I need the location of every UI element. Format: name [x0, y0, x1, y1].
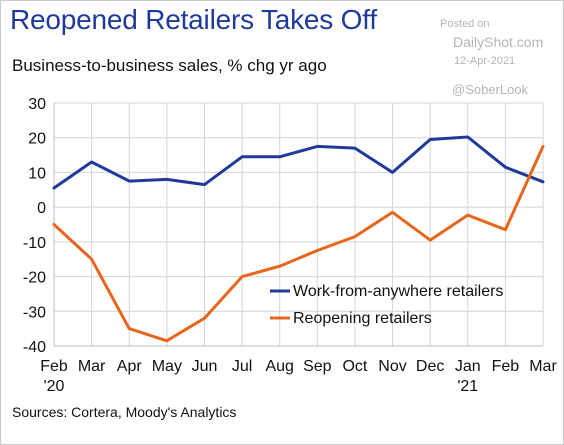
x-tick-label: Jan [455, 358, 481, 375]
source-note: Sources: Cortera, Moody's Analytics [12, 404, 237, 420]
legend-label: Work-from-anywhere retailers [293, 283, 503, 300]
x-tick-label: Oct [342, 358, 367, 375]
y-tick-label: -30 [23, 304, 46, 321]
x-year-label: '20 [44, 378, 65, 395]
y-tick-label: -20 [23, 270, 46, 287]
x-tick-label: Sep [303, 358, 332, 375]
x-tick-label: May [152, 358, 182, 375]
y-tick-label: -10 [23, 235, 46, 252]
x-tick-label: Jul [232, 358, 252, 375]
x-tick-label: Mar [78, 358, 106, 375]
chart-title: Reopened Retailers Takes Off [10, 4, 377, 35]
x-tick-label: Dec [416, 358, 444, 375]
watermark-posted: Posted on [440, 18, 490, 30]
x-tick-label: Jun [192, 358, 218, 375]
series-line-reopening [52, 144, 545, 343]
x-tick-label: Nov [378, 358, 406, 375]
x-year-label: '21 [457, 378, 478, 395]
watermark-date: 12-Apr-2021 [454, 55, 516, 67]
y-tick-label: 10 [28, 165, 46, 182]
y-tick-label: 30 [28, 96, 46, 113]
x-tick-label: Feb [492, 358, 520, 375]
watermark-handle: @SoberLook [452, 82, 529, 97]
y-tick-label: 20 [28, 131, 46, 148]
x-tick-label: Aug [265, 358, 293, 375]
legend-label: Reopening retailers [293, 310, 432, 327]
series-line-work-from-anywhere [52, 135, 545, 190]
y-tick-label: 0 [37, 200, 46, 217]
chart-subtitle: Business-to-business sales, % chg yr ago [12, 56, 327, 75]
y-tick-label: -40 [23, 339, 46, 356]
x-tick-label: Apr [117, 358, 143, 375]
x-tick-label: Feb [40, 358, 68, 375]
x-tick-label: Mar [529, 358, 557, 375]
watermark-site: DailyShot.com [453, 34, 544, 50]
